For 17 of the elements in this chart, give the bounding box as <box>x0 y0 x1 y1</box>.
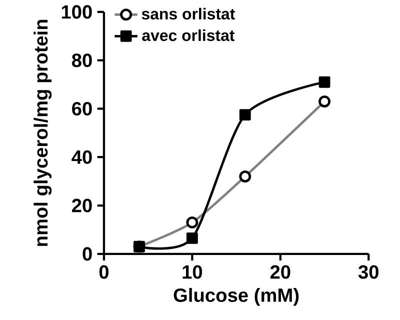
y-tick-label: 100 <box>62 5 92 19</box>
point <box>239 109 251 120</box>
y-tick-label: 20 <box>72 198 92 212</box>
y-tick-label: 40 <box>72 150 92 164</box>
x-tick-label: 30 <box>358 265 378 279</box>
y-tick-label: 80 <box>72 54 92 68</box>
x-tick-label: 10 <box>182 265 202 279</box>
point <box>186 232 198 244</box>
legend-label: avec orlistat <box>142 29 235 42</box>
x-tick-label: 20 <box>270 265 290 279</box>
x-axis-title: Glucose (mM) <box>174 288 299 306</box>
legend-label: sans orlistat <box>142 8 235 20</box>
y-tick-label: 0 <box>82 247 92 261</box>
y-tick-label: 60 <box>72 102 92 116</box>
point <box>318 76 330 88</box>
y-axis-title: nmol glycerol/mg protein <box>34 20 52 246</box>
x-tick-label: 0 <box>99 265 109 279</box>
